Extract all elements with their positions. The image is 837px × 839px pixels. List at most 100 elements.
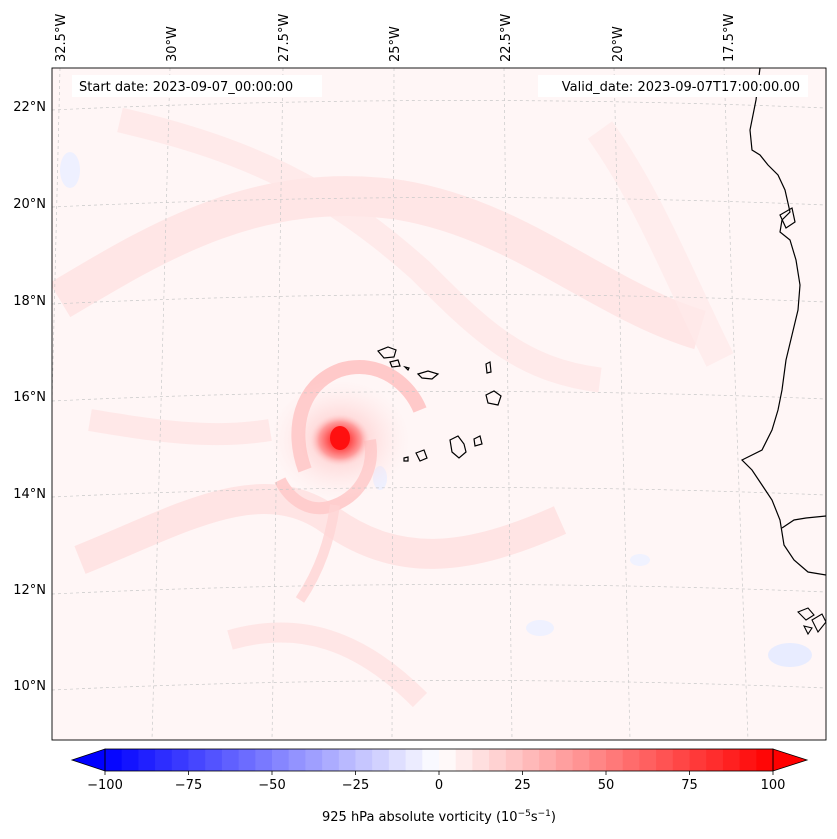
- colorbar-segment: [706, 749, 724, 771]
- meridian-25w: [391, 68, 395, 740]
- colorbar-tick-label: −100: [87, 778, 123, 793]
- map-panel: 32.5°W 30°W 27.5°W 25°W 22.5°W 20°W 17.5…: [13, 14, 827, 741]
- negative-vorticity-patch: [526, 620, 554, 636]
- colorbar-tick-label: −50: [258, 778, 285, 793]
- parallel-20n: [52, 197, 826, 208]
- start-date-box: [72, 75, 322, 97]
- valid-date-label: Valid_date: 2023-09-07T17:00:00.00: [562, 80, 800, 95]
- colorbar-tick-label: 75: [681, 778, 698, 793]
- meridian-30w: [151, 68, 171, 740]
- west-africa-coastline: [781, 515, 826, 529]
- lon-label: 20°W: [611, 26, 626, 62]
- colorbar-segment: [105, 749, 123, 771]
- island-boa-vista: [485, 390, 502, 406]
- gridlines: [52, 68, 826, 740]
- colorbar-segment: [639, 749, 657, 771]
- map-background: [52, 68, 826, 740]
- colorbar-segment: [572, 749, 590, 771]
- vorticity-band: [587, 121, 734, 367]
- colorbar-ticks: −100 −75 −50 −25 0 25 50 75 100: [87, 771, 785, 793]
- colorbar-segment: [138, 749, 156, 771]
- island-brava: [403, 456, 409, 462]
- colorbar-segment: [756, 749, 774, 771]
- colorbar-segment: [522, 749, 540, 771]
- lon-label: 17.5°W: [722, 14, 737, 62]
- colorbar-tick-label: 50: [598, 778, 615, 793]
- colorbar-tick-label: 100: [761, 778, 786, 793]
- negative-vorticity-patch: [630, 554, 650, 566]
- colorbar-segment: [622, 749, 640, 771]
- colorbar-segment: [472, 749, 490, 771]
- meridian-22-5w: [503, 68, 513, 740]
- colorbar: −100 −75 −50 −25 0 25 50 75 100 925 hPa absolute…: [70, 748, 809, 825]
- colorbar-segment: [338, 749, 356, 771]
- parallel-14n: [52, 487, 826, 498]
- start-date-label: Start date: 2023-09-07_00:00:00: [79, 80, 293, 95]
- colorbar-segment: [439, 749, 457, 771]
- colorbar-segment: [372, 749, 390, 771]
- lat-label: 20°N: [13, 197, 46, 212]
- colorbar-segment: [155, 749, 173, 771]
- colorbar-segment: [722, 749, 741, 771]
- west-africa-coastline: [779, 207, 796, 229]
- island-fogo: [415, 449, 428, 462]
- colorbar-segment: [739, 749, 757, 771]
- colorbar-segment: [221, 749, 240, 771]
- lat-label: 18°N: [13, 294, 46, 309]
- colorbar-segment: [672, 749, 690, 771]
- colorbar-segment: [555, 749, 574, 771]
- cape-verde-islands: [376, 346, 502, 462]
- colorbar-segment: [589, 749, 607, 771]
- lat-label: 12°N: [13, 583, 46, 598]
- colorbar-segment: [171, 749, 189, 771]
- colorbar-tick-label: −75: [175, 778, 202, 793]
- vorticity-band: [88, 409, 272, 446]
- west-africa-coastline: [740, 68, 826, 576]
- meridian-17-5w: [723, 68, 749, 740]
- negative-vorticity-patch: [768, 643, 812, 667]
- colorbar-segment: [656, 749, 674, 771]
- latitude-labels: 22°N 20°N 18°N 16°N 14°N 12°N 10°N: [13, 100, 46, 694]
- vorticity-band: [227, 622, 428, 708]
- spiral-arm: [295, 504, 340, 603]
- colorbar-segment: [288, 749, 306, 771]
- lat-label: 22°N: [13, 100, 46, 115]
- colorbar-extend-min: [70, 748, 106, 772]
- colorbar-segment: [238, 749, 256, 771]
- lat-label: 10°N: [13, 679, 46, 694]
- colorbar-segment: [188, 749, 206, 771]
- colorbar-segment: [388, 749, 407, 771]
- colorbar-tick-label: 25: [514, 778, 531, 793]
- island-sal: [485, 361, 492, 374]
- colorbar-segment: [305, 749, 323, 771]
- lat-label: 14°N: [13, 487, 46, 502]
- colorbar-segment: [422, 749, 440, 771]
- island-santiago: [449, 435, 467, 459]
- island-santa-luzia: [403, 365, 410, 372]
- longitude-labels: 32.5°W 30°W 27.5°W 25°W 22.5°W 20°W 17.5…: [54, 14, 737, 62]
- colorbar-segment: [539, 749, 557, 771]
- colorbar-segment: [455, 749, 473, 771]
- meridian-20w: [613, 68, 631, 740]
- meridian-27-5w: [271, 68, 284, 740]
- map-frame: [51, 67, 827, 741]
- colorbar-extend-max: [772, 748, 809, 772]
- negative-vorticity-patch: [60, 152, 80, 188]
- colorbar-segment: [322, 749, 340, 771]
- colorbar-segment: [121, 749, 139, 771]
- parallel-16n: [52, 391, 826, 402]
- colorbar-segment: [489, 749, 507, 771]
- colorbar-segment: [205, 749, 223, 771]
- colorbar-tick-label: −25: [342, 778, 369, 793]
- colorbar-label: 925 hPa absolute vorticity (10−5s−1): [322, 809, 556, 825]
- lon-label: 22.5°W: [499, 14, 514, 62]
- island-sao-nicolau: [416, 370, 440, 380]
- vorticity-field: [52, 68, 826, 740]
- colorbar-tick-label: 0: [435, 778, 443, 793]
- colorbar-segment: [255, 749, 273, 771]
- guinea-bissau-islands: [797, 607, 826, 636]
- lon-label: 32.5°W: [54, 14, 69, 62]
- island-sao-vicente: [389, 359, 401, 368]
- colorbar-label-end: ): [551, 810, 556, 825]
- parallel-10n: [52, 680, 826, 691]
